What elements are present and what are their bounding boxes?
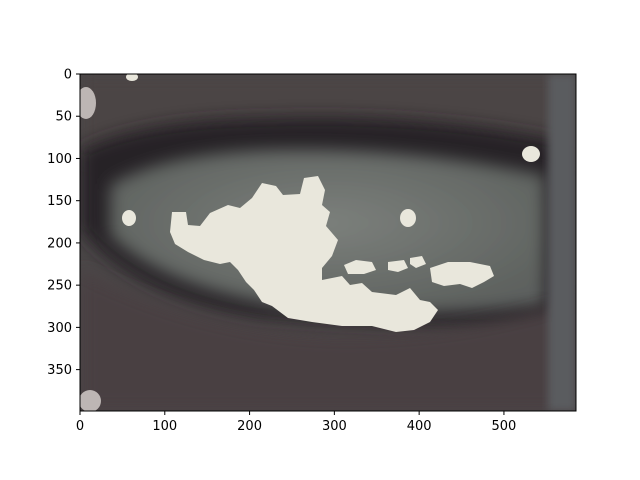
y-tick-label: 200 — [47, 236, 72, 251]
lower-lip-region — [80, 270, 576, 411]
y-tick-label: 300 — [47, 321, 72, 336]
y-tick-label: 350 — [47, 363, 72, 378]
edge-blob-bottom — [80, 390, 101, 411]
x-axis: 0 100 200 300 400 500 — [76, 411, 516, 434]
highlight-small-1 — [400, 209, 416, 227]
highlight-right — [430, 262, 494, 288]
y-tick-label: 250 — [47, 279, 72, 294]
highlight-small-3 — [522, 146, 540, 162]
y-tick-label: 0 — [64, 68, 72, 83]
highlight-blobs — [122, 74, 540, 332]
highlight-corner-top — [126, 74, 138, 81]
y-tick-label: 150 — [47, 194, 72, 209]
highlight-mid-1 — [344, 260, 376, 274]
x-tick-label: 400 — [407, 419, 432, 434]
y-axis: 0 50 100 150 200 250 300 350 — [47, 68, 80, 378]
x-tick-label: 200 — [237, 419, 262, 434]
right-edge-shade — [548, 74, 576, 411]
image-area — [80, 74, 576, 411]
highlight-small-2 — [122, 210, 136, 226]
edge-blob-left — [80, 87, 96, 119]
y-tick-label: 50 — [55, 110, 72, 125]
x-tick-label: 300 — [322, 419, 347, 434]
highlight-mid-3 — [410, 256, 426, 268]
highlight-main — [170, 176, 438, 332]
x-tick-label: 500 — [492, 419, 517, 434]
y-tick-label: 100 — [47, 152, 72, 167]
x-tick-label: 0 — [76, 419, 84, 434]
highlight-mid-2 — [388, 260, 408, 272]
edge-blobs — [80, 87, 101, 411]
x-tick-label: 100 — [152, 419, 177, 434]
